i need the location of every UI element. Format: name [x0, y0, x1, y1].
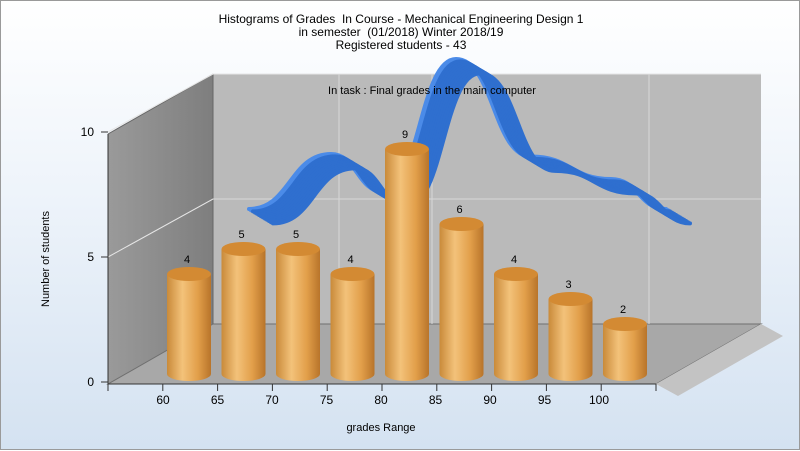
x-tick-label: 60: [156, 393, 170, 407]
bar-body: [221, 249, 266, 382]
y-axis-title: Number of students: [40, 211, 52, 307]
y-axis: 0 5 10: [81, 125, 109, 389]
bar-body: [385, 149, 429, 381]
bar: [548, 292, 593, 382]
bar-top: [330, 267, 375, 281]
bar: [221, 242, 266, 382]
data-label: 4: [347, 254, 353, 266]
bar-top: [167, 267, 211, 281]
data-label: 3: [565, 279, 571, 291]
bar: [385, 142, 429, 381]
title-line-2: in semester (01/2018) Winter 2018/19: [298, 25, 504, 39]
x-axis: 60 65 70 75 80 85 90 95 100: [107, 383, 657, 407]
bar-top: [548, 292, 593, 306]
chart-annotation: In task : Final grades in the main compu…: [328, 85, 536, 97]
bar-top: [385, 142, 429, 156]
data-label: 4: [511, 254, 517, 266]
bar-top: [439, 217, 484, 231]
data-label: 2: [620, 304, 626, 316]
data-label: 5: [238, 229, 244, 241]
bar-body: [603, 324, 647, 381]
x-tick-label: 95: [538, 393, 552, 407]
gridline-y: [107, 73, 761, 133]
x-tick-label: 100: [589, 393, 609, 407]
bar-top: [276, 242, 320, 256]
x-tick-label: 75: [320, 393, 334, 407]
data-label: 6: [456, 204, 462, 216]
x-tick-label: 85: [429, 393, 443, 407]
data-label: 9: [402, 129, 408, 141]
bar-body: [548, 299, 593, 382]
y-tick-label: 10: [81, 125, 95, 139]
bar-top: [603, 317, 647, 331]
x-tick-label: 80: [374, 393, 388, 407]
ribbon-stroke: [271, 71, 692, 226]
bar-body: [494, 274, 538, 381]
bar-body: [167, 274, 211, 381]
x-tick-label: 70: [265, 393, 279, 407]
bar-body: [439, 224, 484, 382]
bar-body: [276, 249, 320, 381]
bar: [276, 242, 320, 381]
series-bars: [167, 142, 647, 382]
y-tick-label: 0: [87, 375, 94, 389]
y-tick-label: 5: [87, 250, 94, 264]
data-label: 4: [184, 254, 190, 266]
series-line-ribbon: [247, 56, 692, 226]
data-labels: 4 5 5 4 9 6 4 3 2: [184, 129, 626, 316]
bar: [330, 267, 375, 382]
data-label: 5: [293, 229, 299, 241]
title-line-1: Histograms of Grades In Course - Mechani…: [218, 12, 584, 26]
bar: [494, 267, 538, 381]
x-tick-label: 90: [483, 393, 497, 407]
bar-top: [494, 267, 538, 281]
bar: [439, 217, 484, 382]
bar-body: [330, 274, 375, 382]
bar: [603, 317, 647, 381]
x-tick-label: 65: [211, 393, 225, 407]
x-axis-title: grades Range: [346, 422, 415, 434]
floor-shadow: [656, 324, 783, 396]
bar: [167, 267, 211, 381]
chart-title: Histograms of Grades In Course - Mechani…: [1, 13, 800, 52]
bar-top: [221, 242, 266, 256]
title-line-3: Registered students - 43: [335, 38, 467, 52]
